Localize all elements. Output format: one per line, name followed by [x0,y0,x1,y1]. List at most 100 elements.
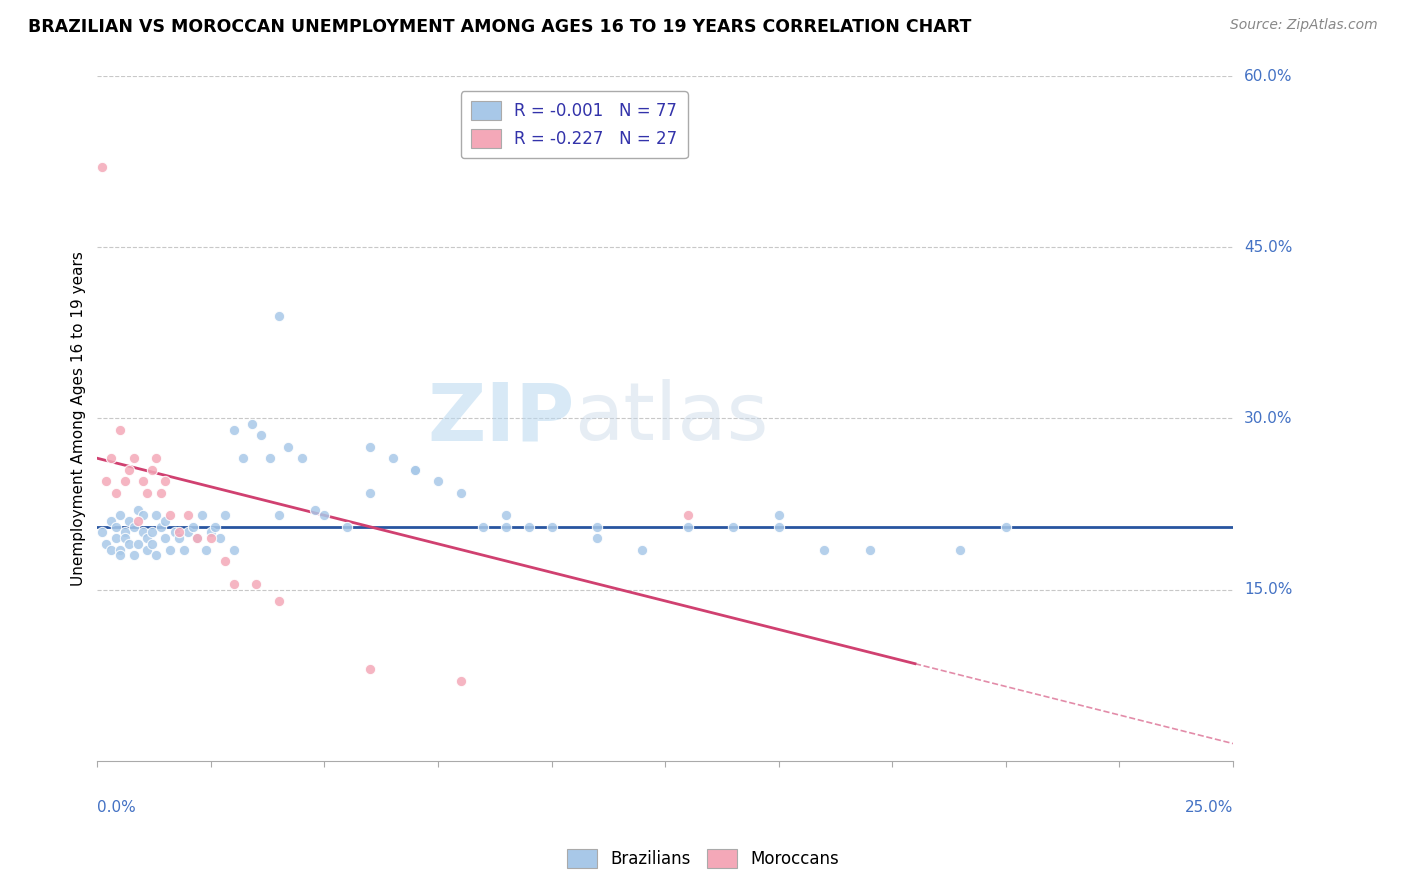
Point [858,542,880,557]
Point [200,525,222,540]
Point [214,508,236,523]
Point [277,440,299,454]
Point [132,474,155,488]
Point [181,520,204,534]
Point [723,520,745,534]
Point [127,537,149,551]
Point [104,531,127,545]
Y-axis label: Unemployment Among Ages 16 to 19 years: Unemployment Among Ages 16 to 19 years [72,251,86,586]
Point [359,440,381,454]
Point [259,451,281,466]
Point [222,423,245,437]
Point [404,463,426,477]
Point [155,531,177,545]
Point [145,451,167,466]
Point [450,673,472,688]
Point [167,531,190,545]
Point [540,520,562,534]
Text: 45.0%: 45.0% [1244,240,1292,255]
Point [104,485,127,500]
Point [450,485,472,500]
Point [240,417,263,431]
Point [122,451,145,466]
Point [336,520,359,534]
Text: 30.0%: 30.0% [1244,411,1292,425]
Point [191,508,214,523]
Text: 60.0%: 60.0% [1244,69,1292,84]
Point [222,542,245,557]
Point [495,520,517,534]
Point [118,537,141,551]
Point [200,531,222,545]
Point [676,508,699,523]
Legend: R = -0.001   N = 77, R = -0.227   N = 27: R = -0.001 N = 77, R = -0.227 N = 27 [461,91,688,158]
Point [132,508,155,523]
Point [768,508,790,523]
Point [472,520,495,534]
Point [208,531,231,545]
Point [163,525,186,540]
Point [108,508,131,523]
Point [104,520,127,534]
Point [141,537,163,551]
Point [132,525,155,540]
Point [114,474,136,488]
Text: ZIP: ZIP [427,379,574,458]
Point [155,474,177,488]
Point [768,520,790,534]
Point [145,549,167,563]
Text: atlas: atlas [574,379,769,458]
Point [195,542,218,557]
Point [108,549,131,563]
Point [136,485,159,500]
Point [994,520,1017,534]
Point [122,549,145,563]
Point [141,525,163,540]
Point [149,485,172,500]
Point [214,554,236,568]
Point [813,542,835,557]
Point [90,525,112,540]
Point [96,537,118,551]
Point [100,451,122,466]
Text: 0.0%: 0.0% [97,799,136,814]
Point [267,508,290,523]
Point [267,309,290,323]
Point [359,662,381,676]
Point [118,463,141,477]
Point [90,161,112,175]
Point [676,520,699,534]
Point [186,531,208,545]
Text: BRAZILIAN VS MOROCCAN UNEMPLOYMENT AMONG AGES 16 TO 19 YEARS CORRELATION CHART: BRAZILIAN VS MOROCCAN UNEMPLOYMENT AMONG… [28,18,972,36]
Point [155,514,177,528]
Point [108,542,131,557]
Point [949,542,972,557]
Point [167,525,190,540]
Point [291,451,314,466]
Point [100,542,122,557]
Text: 15.0%: 15.0% [1244,582,1292,597]
Point [118,514,141,528]
Point [159,508,181,523]
Point [127,514,149,528]
Point [495,508,517,523]
Point [114,531,136,545]
Point [586,520,609,534]
Point [177,525,200,540]
Legend: Brazilians, Moroccans: Brazilians, Moroccans [560,842,846,875]
Point [141,463,163,477]
Point [149,520,172,534]
Point [250,428,273,442]
Point [381,451,404,466]
Point [232,451,254,466]
Point [136,531,159,545]
Point [517,520,540,534]
Point [100,514,122,528]
Point [267,594,290,608]
Point [586,531,609,545]
Point [222,576,245,591]
Point [108,423,131,437]
Point [245,576,267,591]
Point [145,508,167,523]
Point [314,508,336,523]
